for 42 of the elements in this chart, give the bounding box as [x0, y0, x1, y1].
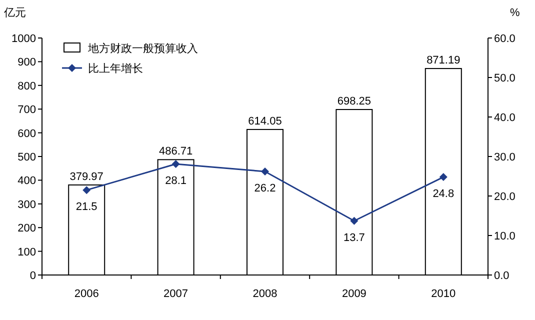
- y-axis-title: 亿元: [3, 7, 26, 19]
- y-tick-label: 800: [18, 80, 36, 92]
- y-tick-label: 200: [18, 222, 36, 235]
- x-tick-label: 2008: [252, 288, 278, 300]
- y-tick-label: 900: [18, 56, 36, 69]
- y2-tick-label: 50.0: [494, 72, 516, 84]
- legend-label: 比上年增长: [88, 62, 143, 75]
- y-tick-label: 100: [18, 246, 36, 258]
- x-tick-label: 2007: [164, 288, 188, 300]
- data-label: 26.2: [254, 182, 276, 195]
- y-tick-label: 600: [18, 128, 36, 140]
- y-tick-label: 400: [18, 175, 36, 188]
- y2-tick-label: 30.0: [494, 152, 516, 164]
- point: [350, 216, 358, 225]
- point: [261, 168, 269, 176]
- data-label: 614.05: [248, 115, 282, 128]
- data-label: 379.97: [70, 170, 104, 183]
- y2-tick-label: 60.0: [494, 33, 516, 45]
- data-label: 871.19: [426, 54, 460, 67]
- y2-tick-label: 10.0: [494, 230, 516, 242]
- x-tick-label: 2006: [74, 288, 99, 300]
- legend-label: 地方财政一般预算收入: [87, 42, 198, 55]
- x-tick-label: 2010: [431, 288, 456, 300]
- y-tick-label: 300: [18, 198, 36, 211]
- y-tick-label: 500: [18, 152, 36, 164]
- data-label: 486.71: [158, 146, 193, 158]
- point: [439, 173, 448, 182]
- data-label: 21.5: [76, 201, 98, 214]
- data-label: 24.8: [432, 188, 454, 200]
- data-label: 13.7: [343, 232, 365, 244]
- data-label: 698.25: [337, 96, 372, 108]
- y2-tick-label: 0.0: [494, 270, 510, 282]
- data-label: 28.1: [165, 175, 187, 188]
- y2-axis-title: %: [510, 7, 520, 19]
- y2-tick-label: 20.0: [494, 191, 516, 203]
- y-tick-label: 0: [30, 270, 36, 282]
- y-tick-label: 700: [18, 104, 36, 116]
- x-tick-label: 2009: [342, 288, 366, 300]
- y-tick-label: 1000: [12, 33, 36, 45]
- point: [82, 186, 91, 194]
- y2-tick-label: 40.0: [494, 112, 516, 124]
- point: [172, 160, 180, 168]
